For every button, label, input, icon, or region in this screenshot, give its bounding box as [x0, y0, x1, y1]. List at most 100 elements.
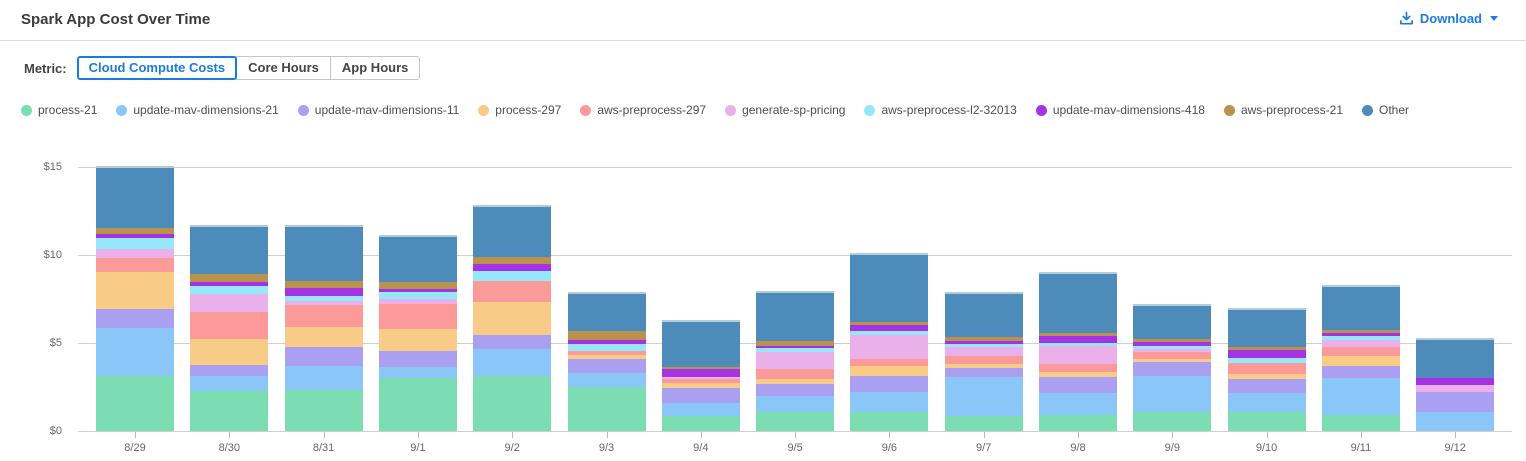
bar-segment-generate-sp-pricing[interactable] [190, 293, 269, 313]
legend-item-update-mav-dimensions-418[interactable]: update-mav-dimensions-418 [1035, 103, 1205, 117]
bar-segment-other[interactable] [284, 226, 363, 281]
bar-segment-aws-preprocess-l2-32013[interactable] [567, 343, 646, 351]
bar-segment-aws-preprocess-21[interactable] [944, 336, 1023, 342]
bar-segment-aws-preprocess-297[interactable] [567, 350, 646, 356]
bar-segment-update-mav-dimensions-11[interactable] [1416, 392, 1495, 412]
legend-item-generate-sp-pricing[interactable]: generate-sp-pricing [725, 103, 845, 117]
bar-segment-update-mav-dimensions-11[interactable] [473, 335, 552, 350]
bar-segment-aws-preprocess-297[interactable] [756, 369, 835, 380]
bar-segment-other[interactable] [944, 293, 1023, 337]
bar-segment-generate-sp-pricing[interactable] [378, 299, 457, 305]
bar-segment-aws-preprocess-l2-32013[interactable] [850, 330, 929, 336]
bar-segment-aws-preprocess-297[interactable] [378, 304, 457, 329]
bar-segment-aws-preprocess-21[interactable] [850, 321, 929, 326]
bar-segment-process-297[interactable] [473, 301, 552, 336]
bar-segment-aws-preprocess-21[interactable] [284, 280, 363, 288]
bar-segment-process-21[interactable] [567, 387, 646, 431]
bar-segment-other[interactable] [378, 236, 457, 283]
bar-segment-generate-sp-pricing[interactable] [756, 351, 835, 370]
bar-segment-other[interactable] [1133, 306, 1212, 339]
bar-segment-update-mav-dimensions-11[interactable] [944, 367, 1023, 378]
bar-segment-update-mav-dimensions-418[interactable] [1321, 333, 1400, 337]
bar-segment-aws-preprocess-297[interactable] [96, 258, 174, 273]
bar-segment-aws-preprocess-l2-32013[interactable] [1039, 343, 1117, 346]
bar-segment-aws-preprocess-l2-32013[interactable] [473, 270, 552, 282]
bar-segment-aws-preprocess-l2-32013[interactable] [1321, 336, 1400, 340]
legend-item-aws-preprocess-l2-32013[interactable]: aws-preprocess-l2-32013 [864, 103, 1017, 117]
bar-segment-update-mav-dimensions-11[interactable] [378, 350, 457, 367]
bar-segment-other[interactable] [1416, 339, 1495, 379]
bar-segment-process-297[interactable] [1227, 373, 1306, 380]
bar-segment-update-mav-dimensions-418[interactable] [756, 345, 835, 349]
bar-segment-other[interactable] [1321, 286, 1400, 330]
bar-segment-update-mav-dimensions-21[interactable] [378, 366, 457, 379]
bar-segment-update-mav-dimensions-418[interactable] [850, 325, 929, 331]
bar-segment-update-mav-dimensions-21[interactable] [661, 402, 740, 417]
bar-segment-update-mav-dimensions-21[interactable] [190, 376, 269, 392]
bar-segment-update-mav-dimensions-21[interactable] [473, 349, 552, 376]
bar-segment-generate-sp-pricing[interactable] [1321, 339, 1400, 347]
bar-segment-process-297[interactable] [190, 338, 269, 366]
bar-segment-process-21[interactable] [1321, 415, 1400, 431]
bar-segment-other[interactable] [1039, 274, 1117, 333]
bar-segment-update-mav-dimensions-418[interactable] [473, 263, 552, 271]
bar-segment-update-mav-dimensions-418[interactable] [190, 282, 269, 286]
bar-segment-generate-sp-pricing[interactable] [284, 300, 363, 306]
bar-segment-aws-preprocess-297[interactable] [850, 358, 929, 366]
bar-segment-aws-preprocess-l2-32013[interactable] [661, 376, 740, 378]
bar-segment-aws-preprocess-297[interactable] [1133, 351, 1212, 359]
bar-segment-aws-preprocess-l2-32013[interactable] [756, 348, 835, 352]
bar-segment-update-mav-dimensions-21[interactable] [756, 395, 835, 412]
bar-segment-aws-preprocess-21[interactable] [1227, 346, 1306, 351]
bar-segment-process-21[interactable] [284, 389, 363, 431]
bar-segment-update-mav-dimensions-418[interactable] [1133, 342, 1212, 346]
metric-tab-core-hours[interactable]: Core Hours [236, 56, 331, 80]
bar-segment-process-21[interactable] [1039, 415, 1117, 431]
bar-segment-aws-preprocess-21[interactable] [1039, 332, 1117, 337]
bar-segment-update-mav-dimensions-418[interactable] [284, 287, 363, 296]
bar-segment-other[interactable] [96, 167, 174, 228]
bar-segment-other[interactable] [756, 292, 835, 342]
bar-segment-aws-preprocess-21[interactable] [1133, 338, 1212, 343]
bar-segment-other[interactable] [473, 206, 552, 257]
bar-segment-generate-sp-pricing[interactable] [661, 377, 740, 380]
bar-segment-generate-sp-pricing[interactable] [1133, 349, 1212, 352]
bar-segment-update-mav-dimensions-418[interactable] [378, 288, 457, 293]
bar-segment-update-mav-dimensions-11[interactable] [567, 358, 646, 373]
metric-tab-cloud-compute-costs[interactable]: Cloud Compute Costs [76, 56, 238, 80]
bar-segment-update-mav-dimensions-418[interactable] [1416, 378, 1495, 386]
bar-segment-process-21[interactable] [1133, 411, 1212, 431]
legend-item-aws-preprocess-297[interactable]: aws-preprocess-297 [580, 103, 706, 117]
bar-segment-aws-preprocess-l2-32013[interactable] [96, 238, 174, 249]
bar-segment-update-mav-dimensions-11[interactable] [190, 365, 269, 377]
bar-segment-process-21[interactable] [944, 416, 1023, 431]
bar-segment-update-mav-dimensions-11[interactable] [1039, 377, 1117, 394]
bar-segment-aws-preprocess-l2-32013[interactable] [944, 343, 1023, 347]
bar-segment-update-mav-dimensions-21[interactable] [567, 372, 646, 387]
bar-segment-other[interactable] [1227, 309, 1306, 347]
bar-segment-aws-preprocess-l2-32013[interactable] [1227, 358, 1306, 364]
bar-segment-aws-preprocess-21[interactable] [190, 274, 269, 283]
bar-segment-process-297[interactable] [850, 365, 929, 377]
bar-segment-update-mav-dimensions-418[interactable] [661, 368, 740, 377]
bar-segment-aws-preprocess-297[interactable] [284, 305, 363, 328]
bar-segment-generate-sp-pricing[interactable] [944, 346, 1023, 357]
legend-item-aws-preprocess-21[interactable]: aws-preprocess-21 [1223, 103, 1343, 117]
bar-segment-update-mav-dimensions-418[interactable] [567, 339, 646, 344]
bar-segment-process-297[interactable] [284, 327, 363, 347]
bar-segment-update-mav-dimensions-21[interactable] [1133, 376, 1212, 412]
bar-segment-update-mav-dimensions-21[interactable] [1227, 393, 1306, 412]
bar-segment-aws-preprocess-21[interactable] [1321, 329, 1400, 334]
bar-segment-update-mav-dimensions-11[interactable] [661, 387, 740, 403]
bar-segment-process-297[interactable] [96, 272, 174, 309]
bar-segment-aws-preprocess-297[interactable] [944, 356, 1023, 365]
bar-segment-generate-sp-pricing[interactable] [1039, 345, 1117, 365]
legend-item-process-21[interactable]: process-21 [21, 103, 97, 117]
bar-segment-process-297[interactable] [756, 379, 835, 385]
bar-segment-generate-sp-pricing[interactable] [1416, 385, 1495, 393]
bar-segment-update-mav-dimensions-11[interactable] [284, 346, 363, 366]
bar-segment-process-297[interactable] [1321, 356, 1400, 366]
bar-segment-process-21[interactable] [96, 376, 174, 431]
bar-segment-aws-preprocess-21[interactable] [378, 282, 457, 289]
bar-segment-aws-preprocess-21[interactable] [567, 330, 646, 340]
